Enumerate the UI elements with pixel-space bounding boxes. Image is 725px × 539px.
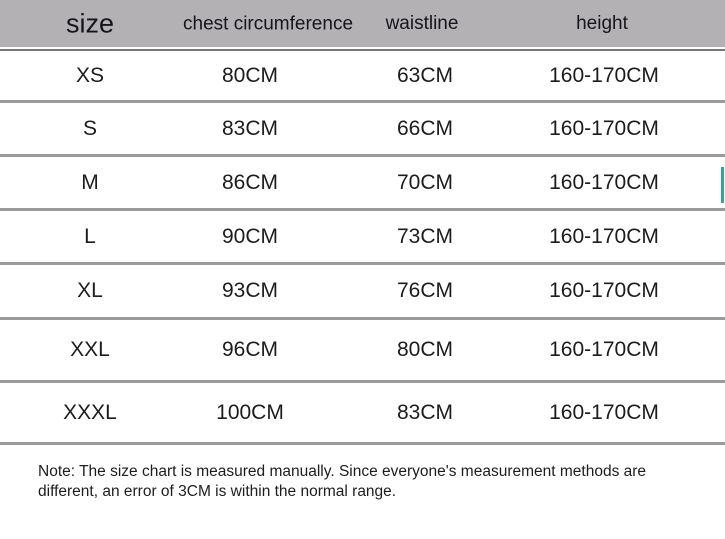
table-header-row: size chest circumference waistline heigh… <box>0 0 725 47</box>
table-row: S 83CM 66CM 160-170CM <box>0 103 725 157</box>
cell-height: 160-170CM <box>549 170 659 194</box>
table-row: M 86CM 70CM 160-170CM <box>0 157 725 211</box>
header-waistline: waistline <box>385 12 459 34</box>
header-divider-gap <box>0 47 725 49</box>
cell-waist: 70CM <box>396 170 454 194</box>
cell-size: L <box>84 224 96 248</box>
cell-height: 160-170CM <box>549 338 659 361</box>
cell-height: 160-170CM <box>549 279 659 302</box>
cell-waist: 73CM <box>396 224 454 248</box>
cell-height: 160-170CM <box>549 116 659 140</box>
scrollbar-thumb[interactable] <box>721 167 724 203</box>
table-row: XL 93CM 76CM 160-170CM <box>0 265 725 320</box>
cell-chest: 90CM <box>221 224 279 248</box>
cell-size: XS <box>75 63 105 87</box>
note-text: Note: The size chart is measured manuall… <box>38 463 647 500</box>
header-height: height <box>576 12 628 34</box>
table-row: XS 80CM 63CM 160-170CM <box>0 51 725 103</box>
table-row: XXL 96CM 80CM 160-170CM <box>0 320 725 383</box>
cell-height: 160-170CM <box>549 224 659 248</box>
header-divider-line <box>0 49 725 51</box>
cell-waist: 66CM <box>396 116 454 140</box>
cell-size: XXXL <box>63 400 117 424</box>
cell-waist: 76CM <box>396 279 454 302</box>
cell-waist: 83CM <box>396 400 454 424</box>
table-row: L 90CM 73CM 160-170CM <box>0 211 725 265</box>
header-size: size <box>65 8 115 38</box>
cell-chest: 93CM <box>221 279 279 302</box>
cell-chest: 80CM <box>221 63 279 87</box>
cell-size: XL <box>77 279 103 302</box>
cell-size: XXL <box>70 338 110 361</box>
cell-waist: 80CM <box>396 338 454 361</box>
header-chest-circumference: chest circumference <box>183 13 354 34</box>
cell-size: M <box>81 170 99 194</box>
cell-chest: 86CM <box>221 170 279 194</box>
cell-size: S <box>82 116 98 140</box>
cell-waist: 63CM <box>396 63 454 87</box>
cell-chest: 100CM <box>216 400 284 424</box>
table-row: XXXL 100CM 83CM 160-170CM <box>0 383 725 445</box>
cell-chest: 96CM <box>221 338 279 361</box>
cell-chest: 83CM <box>221 116 279 140</box>
cell-height: 160-170CM <box>549 63 659 87</box>
cell-height: 160-170CM <box>549 400 659 424</box>
